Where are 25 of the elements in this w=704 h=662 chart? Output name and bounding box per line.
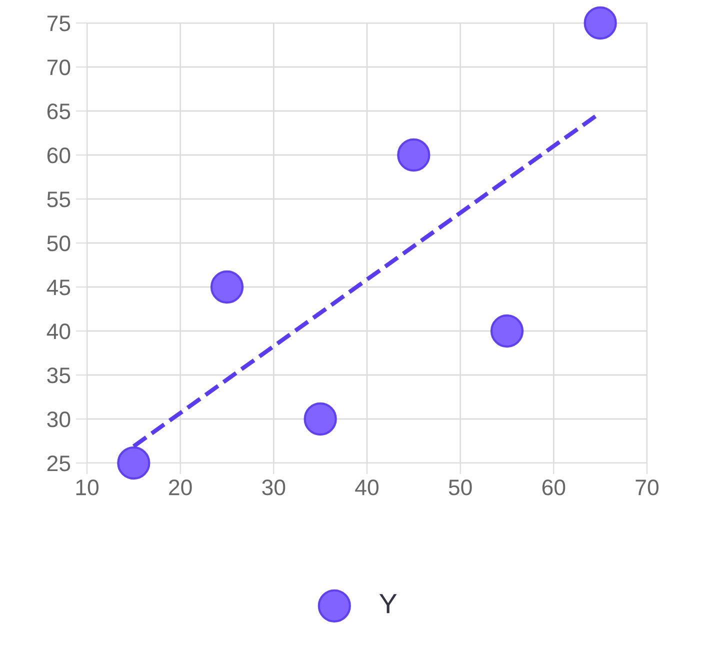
point [117,446,150,480]
x-tick-label: 20 [169,480,192,496]
y-tick-label: 30 [47,412,70,428]
y-tick-label: 60 [47,148,70,164]
point [304,402,337,436]
legend-label: Y [379,594,397,614]
x-tick-label: 40 [355,480,378,496]
y-tick-label: 35 [47,368,70,384]
y-tick-label: 45 [46,280,70,296]
y-tick-label: 70 [47,60,70,76]
y-tick-label: 40 [46,324,70,340]
y-tick-label: 25 [47,456,70,472]
x-tick-label: 70 [636,480,658,496]
x-tick-label: 50 [448,480,472,496]
x-tick-label: 10 [76,480,98,496]
y-tick-label: 75 [47,16,70,32]
y-tick-label: 65 [47,104,70,120]
x-tick-label: 30 [262,480,286,496]
y-tick-label: 55 [47,192,70,208]
point [210,270,244,304]
x-tick-label: 60 [542,480,566,496]
point [490,314,524,348]
point [397,138,430,172]
y-tick-label: 50 [47,236,70,252]
point [584,6,617,40]
